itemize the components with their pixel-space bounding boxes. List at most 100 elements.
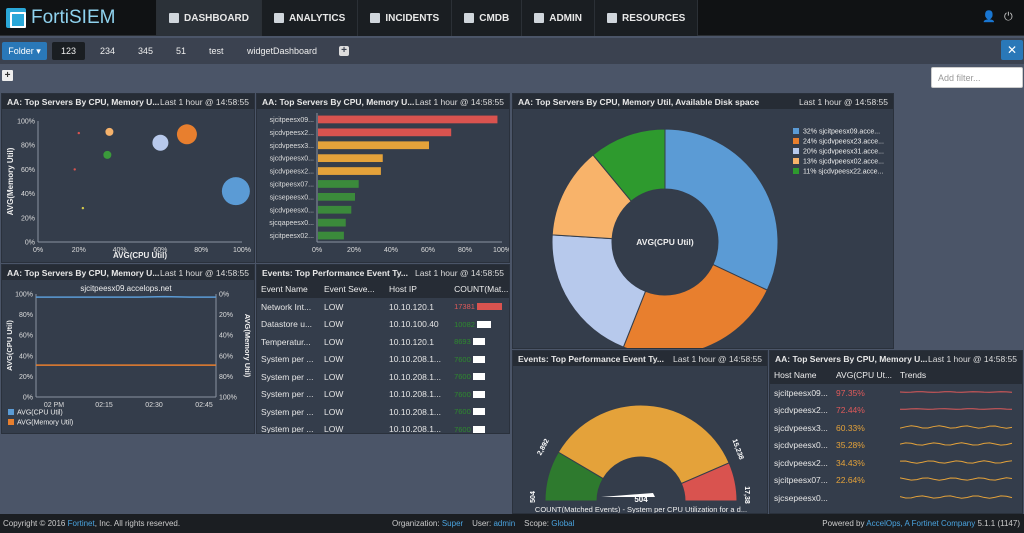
trend-cell	[896, 402, 1022, 420]
nav-resources[interactable]: RESOURCES	[594, 0, 699, 36]
nav-admin[interactable]: ADMIN	[521, 0, 594, 36]
column-header[interactable]: Host Name	[770, 366, 832, 384]
y-axis-label: AVG(Memory Util)	[6, 147, 15, 215]
add-widget-icon[interactable]: +	[2, 70, 13, 81]
event-name: Temperatur...	[261, 336, 311, 347]
tab-test[interactable]: test	[209, 46, 224, 56]
widget-time: Last 1 hour @ 14:58:55	[673, 353, 762, 364]
table-row[interactable]: sjcdvpeesx0... 35.28%	[770, 437, 1022, 455]
widget-header[interactable]: AA: Top Servers By CPU, Memory U... Last…	[257, 94, 509, 109]
user-label: User:	[472, 519, 492, 528]
event-name: System per ...	[261, 354, 314, 365]
trend-cell	[896, 419, 1022, 437]
table-row[interactable]: sjcdvpeesx3... 60.33%	[770, 419, 1022, 437]
table-row[interactable]: sjcsepeesx0...	[770, 489, 1022, 507]
table-row[interactable]: sjcitpeesx07... 22.64%	[770, 472, 1022, 490]
y2-axis-label: AVG(Memory Util)	[243, 314, 252, 378]
widget-header[interactable]: AA: Top Servers By CPU, Memory U... Last…	[770, 351, 1022, 366]
widget-header[interactable]: AA: Top Servers By CPU, Memory Util, Ava…	[513, 94, 893, 109]
count-bar	[476, 303, 502, 311]
count-bar	[472, 408, 485, 416]
bar	[318, 192, 355, 201]
count-bar	[472, 425, 485, 433]
scope-label: Scope:	[524, 519, 550, 528]
powered-pre: Powered by	[822, 519, 867, 528]
widget-time: Last 1 hour @ 14:58:55	[160, 267, 249, 278]
x-tick-label: 60%	[153, 247, 167, 254]
y2-tick-label: 80%	[219, 374, 233, 381]
line-chart: sjcitpeesx09.accelops.net 0% 20% 40% 60% 80% 1…	[5, 284, 252, 427]
nav-analytics[interactable]: ANALYTICS	[261, 0, 358, 36]
y2-tick-label: 40%	[219, 333, 233, 340]
nav-label: DASHBOARD	[184, 12, 249, 24]
nav-cmdb[interactable]: CMDB	[451, 0, 522, 36]
column-header[interactable]: AVG(CPU Ut...	[832, 366, 896, 384]
widget-header[interactable]: AA: Top Servers By CPU, Memory U... Last…	[2, 265, 254, 280]
table-row[interactable]: System per ... LOW 10.10.208.1... 7600	[257, 351, 509, 369]
table-row[interactable]: Datastore u... LOW 10.10.100.40 10082	[257, 316, 509, 334]
count-wrap: 7600	[454, 425, 505, 433]
trend-cell	[896, 384, 1022, 402]
nav-label: CMDB	[479, 12, 510, 24]
count-bar	[472, 390, 485, 398]
org-label: Organization:	[392, 519, 440, 528]
table-row[interactable]: System per ... LOW 10.10.208.1... 7600	[257, 421, 509, 433]
x-tick-label: 02:45	[195, 402, 213, 409]
folder-dropdown[interactable]: Folder ▾	[2, 42, 47, 60]
user-icon[interactable]: 👤	[982, 11, 996, 23]
bell-icon	[370, 13, 381, 23]
tab-345[interactable]: 345	[138, 46, 154, 56]
column-header[interactable]: Trends	[896, 366, 1022, 384]
add-tab-icon[interactable]: +	[339, 46, 349, 56]
table-row[interactable]: Temperatur... LOW 10.10.120.1 8693	[257, 333, 509, 351]
host-ip: 10.10.120.1	[389, 336, 434, 347]
scatter-point	[221, 177, 250, 206]
bar-category-label: sjcdvpeesx0...	[270, 207, 314, 214]
widget-header[interactable]: Events: Top Performance Event Ty... Last…	[257, 265, 509, 280]
tab-51[interactable]: 51	[176, 46, 187, 56]
host-name: sjcdvpeesx0...	[774, 440, 828, 451]
bar	[318, 205, 352, 214]
table-row[interactable]: System per ... LOW 10.10.208.1... 7600	[257, 386, 509, 404]
donut-slice	[664, 128, 779, 291]
accelops-link[interactable]: AccelOps, A Fortinet Company	[866, 519, 976, 528]
power-icon[interactable]: ⏻	[1004, 11, 1013, 23]
count-value: 8693	[454, 337, 471, 347]
y-tick-label: 20%	[21, 215, 35, 222]
x-tick-label: 60%	[421, 247, 435, 254]
column-header[interactable]: COUNT(Mat...	[450, 280, 509, 298]
legend-label: 32% sjcitpeesx09.acce...	[803, 129, 880, 136]
table-row[interactable]: Network Int... LOW 10.10.120.1 17381	[257, 298, 509, 316]
widget-header[interactable]: Events: Top Performance Event Ty... Last…	[513, 351, 767, 366]
widget-header[interactable]: AA: Top Servers By CPU, Memory U... Last…	[2, 94, 254, 109]
widget-title: Events: Top Performance Event Ty...	[262, 267, 408, 278]
donut-slice	[622, 263, 768, 348]
table-row[interactable]: sjcdvpeesx2... 34.43%	[770, 454, 1022, 472]
x-tick-label: 80%	[458, 247, 472, 254]
table-row[interactable]: System per ... LOW 10.10.208.1... 7600	[257, 403, 509, 421]
column-header[interactable]: Event Seve...	[320, 280, 386, 298]
table-row[interactable]: sjcitpeesx09... 97.35%	[770, 384, 1022, 402]
tab-123[interactable]: 123	[52, 42, 86, 60]
nav-incidents[interactable]: INCIDENTS	[357, 0, 452, 36]
close-icon[interactable]: ✕	[1001, 40, 1023, 60]
fortinet-link[interactable]: Fortinet	[67, 519, 95, 528]
event-severity: LOW	[324, 371, 344, 382]
cpu-value: 34.43%	[836, 457, 865, 468]
column-header[interactable]: Event Name	[257, 280, 320, 298]
tab-234[interactable]: 234	[100, 46, 116, 56]
cpu-value: 60.33%	[836, 422, 865, 433]
widget-time: Last 1 hour @ 14:58:55	[415, 267, 504, 278]
table-row[interactable]: System per ... LOW 10.10.208.1... 7600	[257, 368, 509, 386]
table-row[interactable]: sjcdvpeesx2... 72.44%	[770, 402, 1022, 420]
filter-input[interactable]: Add filter...	[931, 67, 1023, 88]
count-wrap: 7600	[454, 372, 505, 381]
logo[interactable]: FortiSIEM	[6, 6, 115, 30]
top-navbar: FortiSIEM DASHBOARD ANALYTICS INCIDENTS CMD…	[0, 0, 1024, 36]
x-tick-label: 100%	[233, 247, 251, 254]
column-header[interactable]: Host IP	[385, 280, 451, 298]
scatter-point	[73, 168, 76, 171]
scatter-point	[176, 124, 197, 145]
nav-dashboard[interactable]: DASHBOARD	[156, 0, 261, 36]
tab-widgetdashboard[interactable]: widgetDashboard	[247, 46, 318, 56]
